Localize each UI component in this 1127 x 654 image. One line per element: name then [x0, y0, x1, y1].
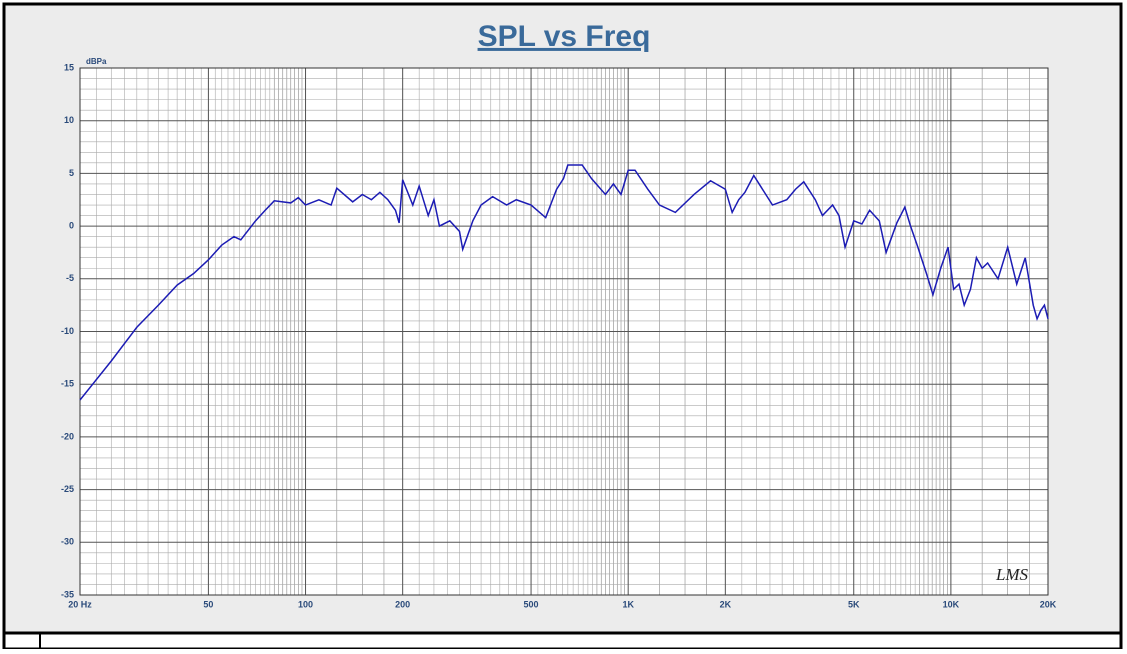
x-tick-label: 1K: [622, 599, 634, 609]
y-tick-label: 15: [64, 62, 74, 72]
x-tick-label: 20 Hz: [68, 599, 92, 609]
chart-title: SPL vs Freq: [478, 20, 651, 53]
y-tick-label: 5: [69, 168, 74, 178]
x-tick-label: 50: [203, 599, 213, 609]
x-tick-label: 100: [298, 599, 313, 609]
y-tick-label: -25: [61, 484, 74, 494]
bottom-strip: [2, 631, 1123, 651]
y-unit: dBPa: [86, 57, 107, 66]
y-tick-label: 0: [69, 220, 74, 230]
logo: LMS: [995, 565, 1029, 584]
x-tick-label: 2K: [720, 599, 732, 609]
y-tick-label: -35: [61, 589, 74, 599]
x-tick-label: 10K: [943, 599, 960, 609]
y-tick-label: -5: [66, 273, 74, 283]
x-tick-label: 200: [395, 599, 410, 609]
x-tick-label: 5K: [848, 599, 860, 609]
spl-line: [79, 164, 1049, 401]
y-tick-label: -30: [61, 537, 74, 547]
y-tick-label: -15: [61, 379, 74, 389]
y-tick-label: 10: [64, 115, 74, 125]
y-tick-label: -10: [61, 326, 74, 336]
y-tick-label: -20: [61, 431, 74, 441]
plot-border: [79, 67, 1049, 596]
x-tick-label: 20K: [1040, 599, 1057, 609]
x-tick-label: 500: [524, 599, 539, 609]
